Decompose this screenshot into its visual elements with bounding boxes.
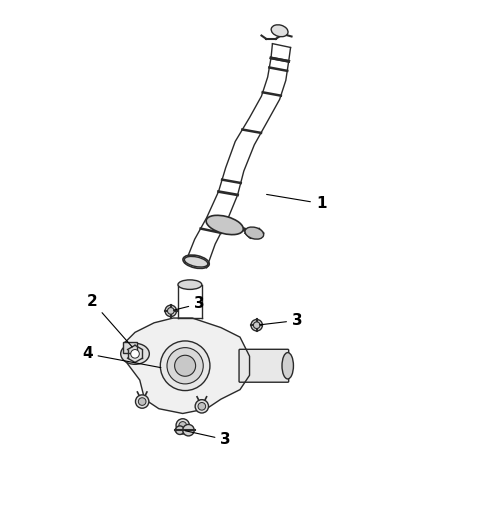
Ellipse shape	[175, 355, 196, 376]
Ellipse shape	[253, 322, 260, 329]
Ellipse shape	[282, 353, 293, 379]
Ellipse shape	[167, 348, 203, 384]
Ellipse shape	[138, 398, 146, 406]
Ellipse shape	[178, 280, 202, 289]
Bar	[123, 343, 137, 353]
Ellipse shape	[176, 426, 184, 435]
Polygon shape	[125, 318, 250, 414]
Ellipse shape	[271, 25, 288, 37]
Ellipse shape	[131, 350, 139, 358]
Ellipse shape	[165, 305, 177, 316]
Ellipse shape	[251, 319, 263, 331]
Ellipse shape	[183, 424, 194, 436]
FancyBboxPatch shape	[239, 349, 288, 382]
Ellipse shape	[245, 227, 264, 239]
Text: 3: 3	[185, 431, 231, 447]
Ellipse shape	[184, 257, 208, 267]
Ellipse shape	[176, 419, 190, 432]
Text: 3: 3	[173, 296, 205, 311]
Ellipse shape	[120, 344, 149, 365]
Text: 1: 1	[266, 195, 326, 211]
Ellipse shape	[168, 308, 174, 314]
Ellipse shape	[175, 426, 191, 434]
Text: 2: 2	[87, 294, 132, 347]
Text: 3: 3	[260, 313, 302, 328]
Ellipse shape	[179, 421, 187, 429]
Text: 4: 4	[82, 346, 161, 368]
Ellipse shape	[206, 216, 243, 234]
Ellipse shape	[198, 402, 205, 410]
Ellipse shape	[135, 395, 149, 408]
Ellipse shape	[195, 400, 208, 413]
Ellipse shape	[160, 341, 210, 391]
